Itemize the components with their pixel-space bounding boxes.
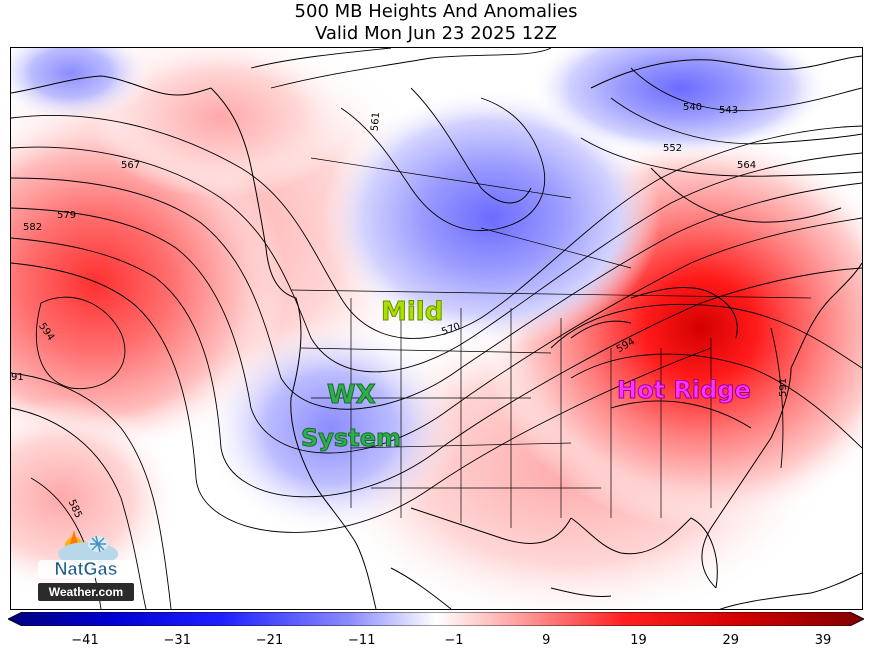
annotation-mild: Mild [381,297,443,327]
colorbar-tick: −1 [444,633,464,648]
contour-label-552: 552 [663,143,682,154]
contour-label-567: 567 [121,160,140,171]
contour-label-564: 564 [737,160,756,171]
natgas-weather-logo: NatGas Weather.com [38,530,134,601]
colorbar-tick: 29 [722,633,740,648]
anomaly-colorbar [8,612,864,626]
chart-title: 500 MB Heights And Anomalies [294,1,578,22]
contour-label-579: 579 [57,210,76,221]
annotation-hot-ridge: Hot Ridge [617,376,751,404]
colorbar-tick: 39 [814,633,832,648]
colorbar-tick: −11 [348,633,376,648]
colorbar-tick: −41 [71,633,99,648]
contour-label-591: 591 [778,378,789,397]
colorbar-tick: −31 [163,633,191,648]
valid-time: Valid Mon Jun 23 2025 12Z [314,23,557,44]
anomaly-map: 561 567 579 582 594 91 585 570 540 543 5… [10,47,863,610]
contour-label-540: 540 [683,102,702,113]
annotation-wx: WX [327,380,376,410]
annotation-system: System [301,424,401,452]
logo-line1: NatGas [54,559,117,579]
height-contours [11,48,862,609]
contour-label-91: 91 [11,372,24,383]
colorbar-tick: −21 [255,633,284,648]
contour-label-561: 561 [370,112,383,132]
logo-line2: Weather.com [49,585,123,599]
colorbar-tick: 9 [542,633,551,648]
contour-label-582: 582 [23,222,42,233]
colorbar-tick: 19 [630,633,647,648]
anomaly-shading [11,48,862,609]
geography-outlines [11,55,862,609]
state-borders [290,157,812,528]
contour-label-543: 543 [719,105,738,116]
